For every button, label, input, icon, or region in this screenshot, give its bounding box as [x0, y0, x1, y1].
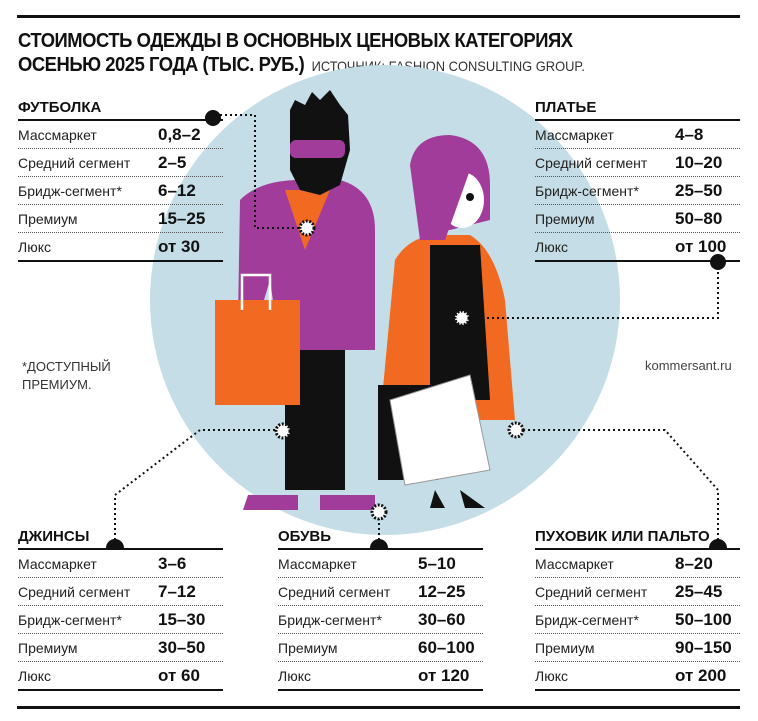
top-rule: [17, 15, 740, 18]
row-value: 12–25: [418, 581, 466, 601]
table-row: Средний сегмент 25–45: [535, 578, 740, 606]
row-label: Бридж-сегмент*: [278, 611, 382, 628]
row-label: Массмаркет: [278, 555, 357, 572]
table-dress: ПЛАТЬЕ Массмаркет 4–8 Средний сегмент 10–2…: [535, 99, 740, 262]
table-tshirt: ФУТБОЛКА Массмаркет 0,8–2 Средний сегмент…: [18, 99, 223, 262]
orange-bag: [215, 300, 300, 405]
table-row: Средний сегмент 7–12: [18, 578, 223, 606]
row-value: от 200: [675, 665, 727, 685]
row-label: Премиум: [18, 210, 78, 227]
row-value: от 60: [158, 665, 200, 685]
row-label: Премиум: [278, 639, 338, 656]
table-row: Средний сегмент 10–20: [535, 149, 740, 177]
row-value: 0,8–2: [158, 124, 201, 144]
table-row: Бридж-сегмент* 50–100: [535, 606, 740, 634]
table-title: ОБУВЬ: [278, 528, 483, 550]
row-value: 15–30: [158, 609, 206, 629]
row-label: Массмаркет: [18, 126, 97, 143]
row-label: Бридж-сегмент*: [535, 611, 639, 628]
row-label: Средний сегмент: [18, 154, 131, 171]
row-label: Бридж-сегмент*: [535, 182, 639, 199]
row-label: Массмаркет: [18, 555, 97, 572]
row-value: 50–100: [675, 609, 732, 629]
row-value: 3–6: [158, 553, 187, 573]
table-jeans: ДЖИНСЫ Массмаркет 3–6 Средний сегмент 7–12…: [18, 528, 223, 691]
row-label: Массмаркет: [535, 555, 614, 572]
table-title: ДЖИНСЫ: [18, 528, 223, 550]
man-figure: [215, 90, 375, 510]
table-row: Премиум 90–150: [535, 634, 740, 662]
row-value: 90–150: [675, 637, 732, 657]
connector-dots: [106, 110, 727, 548]
table-row: Средний сегмент 2–5: [18, 149, 223, 177]
row-label: Бридж-сегмент*: [18, 182, 122, 199]
row-label: Люкс: [535, 238, 568, 255]
row-value: 6–12: [158, 180, 196, 200]
table-row: Люкс от 60: [18, 662, 223, 691]
row-label: Массмаркет: [535, 126, 614, 143]
title-line2-text: ОСЕНЬЮ 2025 ГОДА (ТЫС. РУБ.): [18, 54, 305, 76]
row-value: 15–25: [158, 208, 206, 228]
table-row: Люкс от 200: [535, 662, 740, 691]
row-label: Люкс: [18, 238, 51, 255]
table-row: Бридж-сегмент* 6–12: [18, 177, 223, 205]
table-row: Люкс от 30: [18, 233, 223, 262]
row-label: Средний сегмент: [18, 583, 131, 600]
row-value: 30–50: [158, 637, 206, 657]
table-row: Премиум 15–25: [18, 205, 223, 233]
row-label: Люкс: [535, 667, 568, 684]
title-line1: СТОИМОСТЬ ОДЕЖДЫ В ОСНОВНЫХ ЦЕНОВЫХ КАТЕ…: [18, 30, 573, 52]
row-value: от 100: [675, 236, 727, 256]
gear-markers: [274, 219, 525, 521]
table-title: ПЛАТЬЕ: [535, 99, 740, 121]
row-value: 5–10: [418, 553, 456, 573]
row-value: от 120: [418, 665, 470, 685]
table-row: Бридж-сегмент* 15–30: [18, 606, 223, 634]
table-row: Люкс от 100: [535, 233, 740, 262]
row-value: 60–100: [418, 637, 475, 657]
table-row: Массмаркет 0,8–2: [18, 121, 223, 149]
table-shoes: ОБУВЬ Массмаркет 5–10 Средний сегмент 12–2…: [278, 528, 483, 691]
row-value: 50–80: [675, 208, 723, 228]
row-label: Премиум: [535, 210, 595, 227]
table-title: ФУТБОЛКА: [18, 99, 223, 121]
row-value: 7–12: [158, 581, 196, 601]
row-value: 25–45: [675, 581, 723, 601]
table-row: Массмаркет 5–10: [278, 550, 483, 578]
table-row: Массмаркет 4–8: [535, 121, 740, 149]
row-value: 30–60: [418, 609, 466, 629]
table-row: Люкс от 120: [278, 662, 483, 691]
bottom-rule: [17, 706, 740, 709]
row-value: от 30: [158, 236, 200, 256]
row-value: 4–8: [675, 124, 704, 144]
row-label: Средний сегмент: [278, 583, 391, 600]
table-row: Премиум 60–100: [278, 634, 483, 662]
row-value: 10–20: [675, 152, 723, 172]
row-label: Люкс: [18, 667, 51, 684]
table-coat: ПУХОВИК ИЛИ ПАЛЬТО Массмаркет 8–20 Средни…: [535, 528, 740, 691]
connector-lines: [114, 114, 719, 540]
table-title: ПУХОВИК ИЛИ ПАЛЬТО: [535, 528, 740, 550]
table-row: Массмаркет 3–6: [18, 550, 223, 578]
row-value: 2–5: [158, 152, 187, 172]
white-bag: [389, 374, 491, 486]
row-label: Люкс: [278, 667, 311, 684]
row-label: Премиум: [18, 639, 78, 656]
table-row: Средний сегмент 12–25: [278, 578, 483, 606]
table-row: Массмаркет 8–20: [535, 550, 740, 578]
row-value: 8–20: [675, 553, 713, 573]
row-label: Средний сегмент: [535, 583, 648, 600]
row-label: Бридж-сегмент*: [18, 611, 122, 628]
footnote: *ДОСТУПНЫЙ ПРЕМИУМ.: [22, 359, 111, 392]
row-value: 25–50: [675, 180, 723, 200]
table-row: Бридж-сегмент* 30–60: [278, 606, 483, 634]
row-label: Премиум: [535, 639, 595, 656]
credit: kommersant.ru: [645, 358, 732, 373]
table-row: Премиум 50–80: [535, 205, 740, 233]
table-row: Премиум 30–50: [18, 634, 223, 662]
table-row: Бридж-сегмент* 25–50: [535, 177, 740, 205]
row-label: Средний сегмент: [535, 154, 648, 171]
